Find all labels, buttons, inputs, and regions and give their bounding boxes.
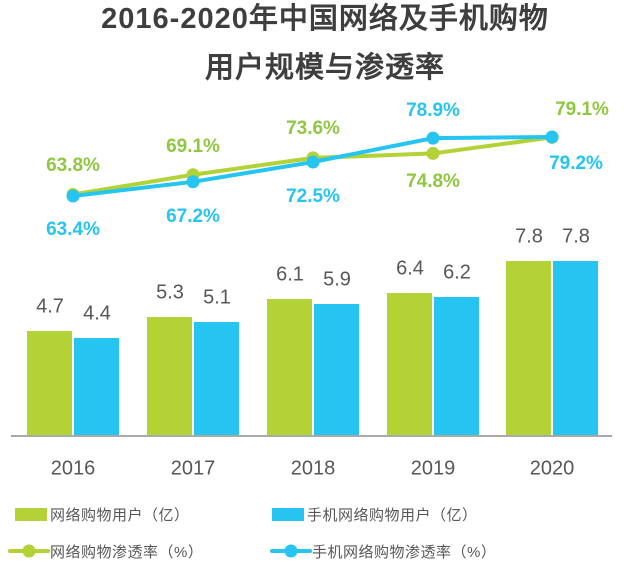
bar-blue-2016 <box>74 338 119 437</box>
bar-value-label: 4.4 <box>83 302 111 325</box>
x-axis-line <box>11 435 612 437</box>
line-point-blue-2020 <box>545 130 559 144</box>
penetration-label-green: 69.1% <box>166 135 220 157</box>
bar-value-label: 4.7 <box>36 295 64 318</box>
legend-item-blue-bar: 手机网络购物用户（亿） <box>272 505 478 524</box>
legend-item-green-line: 网络购物渗透率（%） <box>8 542 204 561</box>
x-axis-label-2020: 2020 <box>529 457 575 480</box>
legend-item-blue-line: 手机网络购物渗透率（%） <box>270 542 497 561</box>
line-point-green-2019 <box>426 146 440 160</box>
legend-label: 手机网络购物用户（亿） <box>307 506 478 524</box>
x-axis-label-2019: 2019 <box>410 457 456 480</box>
legend-line-marker <box>22 544 36 558</box>
penetration-label-blue: 72.5% <box>286 186 340 207</box>
line-point-blue-2019 <box>426 131 440 145</box>
bar-green-2019 <box>387 293 432 437</box>
bar-green-2016 <box>27 331 72 437</box>
legend-label: 网络购物渗透率（%） <box>50 543 204 561</box>
penetration-label-green: 74.8% <box>406 171 460 193</box>
penetration-label-blue: 79.2% <box>549 152 603 174</box>
bar-value-label: 5.9 <box>323 268 351 291</box>
chart-title: 2016-2020年中国网络及手机购物 用户规模与渗透率 <box>26 0 624 93</box>
bar-green-2020 <box>506 261 551 437</box>
legend-swatch-line-green <box>8 544 50 558</box>
bar-value-label: 7.8 <box>515 225 543 248</box>
legend-swatch-bar-green <box>15 507 47 521</box>
line-point-blue-2018 <box>306 155 320 169</box>
bar-blue-2019 <box>434 297 479 437</box>
legend-swatch-bar-blue <box>272 507 304 521</box>
bar-value-label: 6.4 <box>396 257 424 280</box>
bar-green-2017 <box>147 317 192 437</box>
penetration-label-blue: 78.9% <box>406 100 460 122</box>
penetration-label-blue: 67.2% <box>166 205 220 227</box>
bar-value-label: 5.3 <box>156 281 184 304</box>
bar-blue-2018 <box>314 304 359 437</box>
bar-blue-2017 <box>194 322 239 437</box>
legend-label: 网络购物用户（亿） <box>50 506 190 524</box>
chart-title-line1: 2016-2020年中国网络及手机购物 <box>101 3 549 35</box>
x-axis-label-2018: 2018 <box>290 457 336 480</box>
line-point-blue-2016 <box>66 189 80 203</box>
bar-value-label: 5.1 <box>203 286 231 309</box>
bar-value-label: 6.1 <box>276 263 304 286</box>
penetration-label-blue: 63.4% <box>46 219 100 240</box>
legend-swatch-line-blue <box>270 544 312 558</box>
legend-label: 手机网络购物渗透率（%） <box>312 543 497 561</box>
legend-item-green-bar: 网络购物用户（亿） <box>15 505 190 524</box>
x-axis-label-2017: 2017 <box>170 457 216 480</box>
bar-value-label: 7.8 <box>562 225 590 248</box>
bar-blue-2020 <box>553 261 598 437</box>
legend-line-marker <box>284 544 298 558</box>
x-axis-label-2016: 2016 <box>50 457 96 480</box>
bar-value-label: 6.2 <box>443 261 471 284</box>
chart-title-line2: 用户规模与渗透率 <box>204 52 445 84</box>
penetration-label-green: 73.6% <box>286 117 340 139</box>
penetration-label-green: 63.8% <box>46 154 100 176</box>
bar-green-2018 <box>267 299 312 437</box>
penetration-label-green: 79.1% <box>555 99 609 121</box>
line-point-blue-2017 <box>186 175 200 189</box>
